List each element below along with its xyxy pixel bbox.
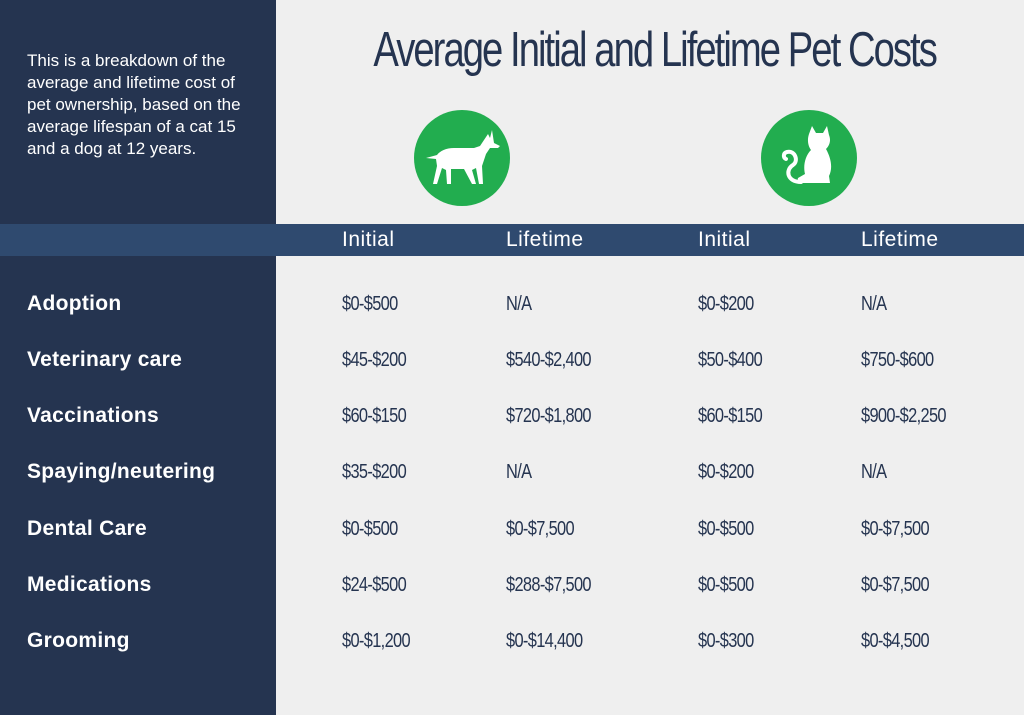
cell-dog-initial: $0-$500 <box>342 518 398 540</box>
column-dog-initial: Initial <box>342 228 395 251</box>
column-cat-initial: Initial <box>698 228 751 251</box>
column-cat-lifetime: Lifetime <box>861 228 939 251</box>
cell-dog-initial: $24-$500 <box>342 574 407 596</box>
sidebar <box>0 0 276 715</box>
cell-dog-lifetime: $288-$7,500 <box>506 574 592 596</box>
cell-cat-lifetime: N/A <box>861 461 887 483</box>
row-label: Grooming <box>27 629 130 652</box>
cell-cat-lifetime: $900-$2,250 <box>861 405 947 427</box>
row-label: Spaying/neutering <box>27 460 216 483</box>
cell-cat-initial: $0-$200 <box>698 461 754 483</box>
intro-text: This is a breakdown of the average and l… <box>27 51 241 158</box>
cell-dog-lifetime: N/A <box>506 461 532 483</box>
cell-dog-initial: $35-$200 <box>342 461 407 483</box>
cell-cat-lifetime: $0-$7,500 <box>861 574 930 596</box>
cell-cat-initial: $0-$500 <box>698 574 754 596</box>
cell-dog-lifetime: $0-$7,500 <box>506 518 575 540</box>
cell-cat-initial: $60-$150 <box>698 405 763 427</box>
cell-dog-lifetime: $540-$2,400 <box>506 349 592 371</box>
cell-dog-lifetime: $720-$1,800 <box>506 405 592 427</box>
cell-cat-initial: $0-$500 <box>698 518 754 540</box>
row-label: Veterinary care <box>27 348 183 371</box>
row-label: Dental Care <box>27 517 148 540</box>
cell-cat-initial: $50-$400 <box>698 349 763 371</box>
dog-icon <box>414 110 510 206</box>
row-label: Vaccinations <box>27 404 159 427</box>
cell-cat-lifetime: $0-$4,500 <box>861 630 930 652</box>
cell-dog-initial: $0-$500 <box>342 293 398 315</box>
cell-dog-lifetime: N/A <box>506 293 532 315</box>
column-dog-lifetime: Lifetime <box>506 228 584 251</box>
cell-dog-initial: $45-$200 <box>342 349 407 371</box>
cell-cat-lifetime: $750-$600 <box>861 349 934 371</box>
cell-cat-initial: $0-$300 <box>698 630 754 652</box>
row-label: Adoption <box>27 292 122 315</box>
cell-cat-initial: $0-$200 <box>698 293 754 315</box>
cat-icon <box>761 110 857 206</box>
cell-cat-lifetime: N/A <box>861 293 887 315</box>
column-header-band <box>0 224 1024 256</box>
page-title: Average Initial and Lifetime Pet Costs <box>373 23 938 77</box>
cell-dog-initial: $60-$150 <box>342 405 407 427</box>
row-label: Medications <box>27 573 152 596</box>
cell-dog-initial: $0-$1,200 <box>342 630 411 652</box>
cell-dog-lifetime: $0-$14,400 <box>506 630 583 652</box>
cell-cat-lifetime: $0-$7,500 <box>861 518 930 540</box>
